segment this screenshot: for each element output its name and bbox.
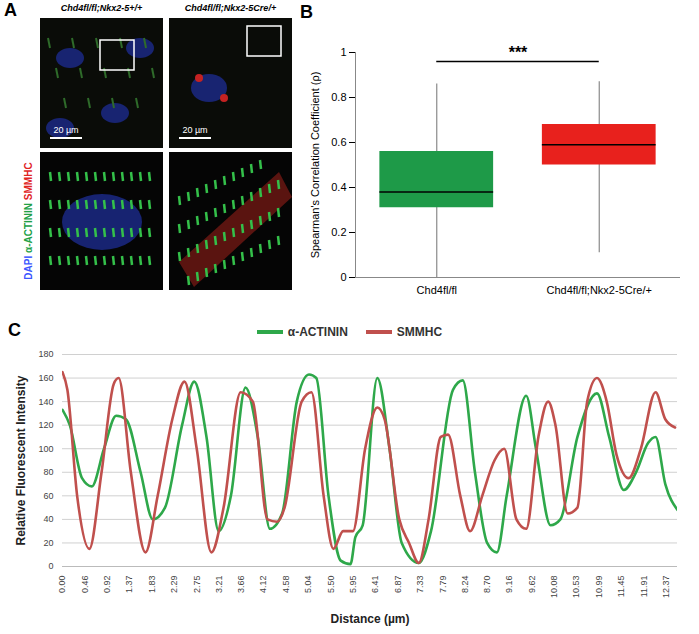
- svg-text:20 µm: 20 µm: [182, 125, 207, 135]
- svg-text:Relative Fluorescent Intensity: Relative Fluorescent Intensity: [14, 375, 28, 545]
- svg-text:180: 180: [38, 349, 53, 359]
- svg-text:4.58: 4.58: [281, 576, 291, 594]
- svg-text:0.6: 0.6: [331, 136, 346, 148]
- svg-text:Chd4fl/fl;Nkx2-5+/+: Chd4fl/fl;Nkx2-5+/+: [61, 3, 143, 13]
- svg-text:60: 60: [43, 491, 53, 501]
- svg-text:Chd4fl/fl: Chd4fl/fl: [417, 284, 457, 296]
- svg-text:1.83: 1.83: [147, 576, 157, 594]
- svg-text:4.12: 4.12: [258, 576, 268, 594]
- svg-text:9.16: 9.16: [504, 576, 514, 594]
- svg-text:1: 1: [340, 46, 346, 58]
- html-text:C: C: [8, 320, 21, 340]
- svg-text:140: 140: [38, 396, 53, 406]
- svg-text:6.41: 6.41: [370, 576, 380, 594]
- svg-text:40: 40: [43, 514, 53, 524]
- svg-text:2.29: 2.29: [169, 576, 179, 594]
- svg-text:3.21: 3.21: [214, 576, 224, 594]
- svg-text:6.87: 6.87: [393, 576, 403, 594]
- svg-text:0.00: 0.00: [57, 576, 67, 594]
- svg-text:0.2: 0.2: [331, 226, 346, 238]
- svg-text:7.33: 7.33: [415, 576, 425, 594]
- svg-text:80: 80: [43, 467, 53, 477]
- svg-text:10.08: 10.08: [549, 576, 559, 599]
- svg-text:160: 160: [38, 373, 53, 383]
- svg-text:3.66: 3.66: [236, 576, 246, 594]
- html-text:B: B: [300, 2, 313, 22]
- html-text:α-ACTININ: α-ACTININ: [287, 325, 348, 339]
- svg-text:8.70: 8.70: [482, 576, 492, 594]
- svg-text:0.92: 0.92: [102, 576, 112, 594]
- svg-text:12.37: 12.37: [661, 576, 671, 599]
- svg-text:DAPI α-ACTININ SMMHC: DAPI α-ACTININ SMMHC: [23, 162, 34, 279]
- svg-text:20: 20: [43, 538, 53, 548]
- svg-text:0.46: 0.46: [80, 576, 90, 594]
- svg-text:***: ***: [509, 44, 528, 61]
- svg-text:0: 0: [48, 561, 53, 571]
- svg-text:Chd4fl/fl;Nkx2-5Cre/+: Chd4fl/fl;Nkx2-5Cre/+: [547, 284, 652, 296]
- html-text:A: A: [4, 0, 17, 20]
- svg-text:0.8: 0.8: [331, 91, 346, 103]
- svg-text:1.37: 1.37: [124, 576, 134, 594]
- svg-text:100: 100: [38, 444, 53, 454]
- svg-text:Spearman's Correlation Coeffic: Spearman's Correlation Coefficient (ρ): [309, 72, 321, 259]
- svg-text:0: 0: [340, 271, 346, 283]
- svg-text:7.79: 7.79: [438, 576, 448, 594]
- svg-text:5.04: 5.04: [303, 576, 313, 594]
- svg-text:8.24: 8.24: [460, 576, 470, 594]
- svg-text:10.99: 10.99: [594, 576, 604, 599]
- svg-text:Distance (µm): Distance (µm): [331, 612, 410, 626]
- html-text:SMMHC: SMMHC: [396, 325, 443, 339]
- svg-text:10.53: 10.53: [571, 576, 581, 599]
- svg-text:11.91: 11.91: [639, 576, 649, 598]
- svg-text:5.95: 5.95: [348, 576, 358, 594]
- svg-text:2.75: 2.75: [192, 576, 202, 594]
- svg-text:120: 120: [38, 420, 53, 430]
- svg-text:9.62: 9.62: [527, 576, 537, 594]
- svg-text:20 µm: 20 µm: [53, 125, 78, 135]
- svg-text:0.4: 0.4: [331, 181, 346, 193]
- svg-text:Chd4fl/fl;Nkx2-5Cre/+: Chd4fl/fl;Nkx2-5Cre/+: [185, 3, 277, 13]
- svg-text:11.45: 11.45: [616, 576, 626, 598]
- svg-text:5.50: 5.50: [326, 576, 336, 594]
